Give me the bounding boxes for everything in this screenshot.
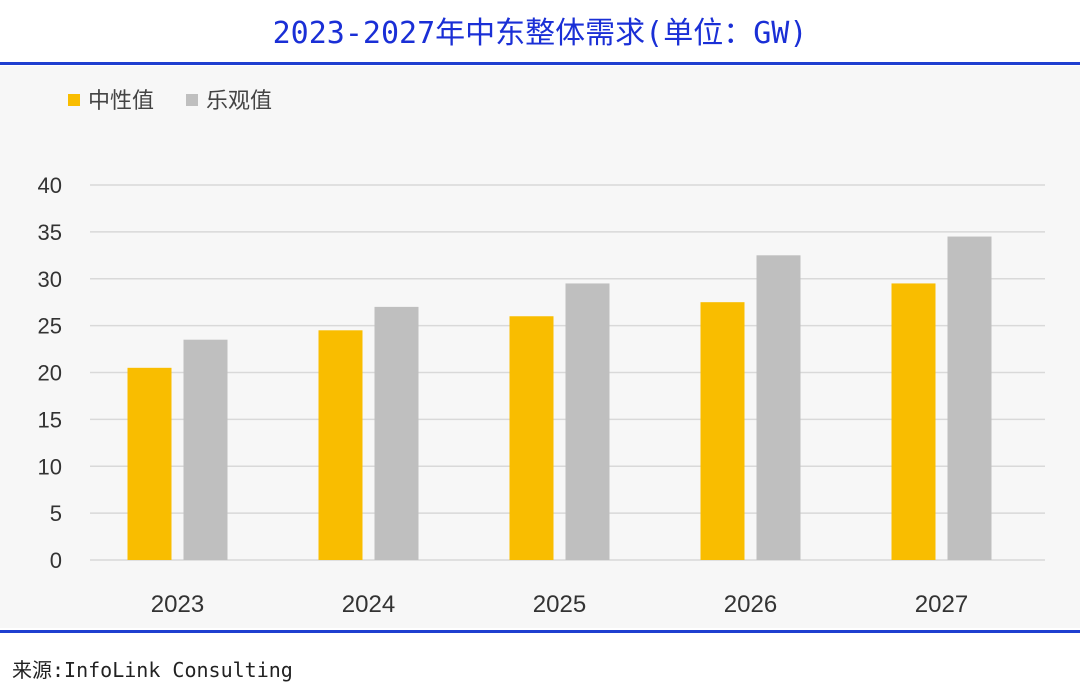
bar-optimistic	[756, 255, 801, 560]
x-tick-label: 2026	[724, 591, 777, 618]
bar-neutral	[700, 302, 745, 560]
bar-optimistic	[183, 339, 228, 560]
bar-optimistic	[947, 236, 992, 560]
bar-optimistic	[565, 283, 610, 560]
legend-label: 中性值	[88, 89, 154, 114]
bars	[127, 236, 992, 560]
y-tick-label: 25	[38, 314, 62, 339]
x-tick-label: 2027	[915, 591, 968, 618]
bar-neutral	[318, 330, 363, 560]
bar-neutral	[509, 316, 554, 560]
y-tick-label: 0	[50, 548, 62, 573]
y-tick-label: 20	[38, 361, 62, 386]
legend-label: 乐观值	[206, 89, 272, 114]
bar-neutral	[891, 283, 936, 560]
y-axis: 0 5 10 15 20 25 30 35 40	[38, 173, 62, 573]
x-tick-label: 2025	[533, 591, 586, 618]
y-tick-label: 10	[38, 454, 62, 479]
legend-swatch	[186, 94, 198, 106]
legend: 中性值 乐观值	[68, 89, 272, 114]
y-tick-label: 15	[38, 407, 62, 432]
bar-optimistic	[374, 306, 419, 560]
bar-neutral	[127, 367, 172, 560]
y-tick-label: 30	[38, 267, 62, 292]
y-tick-label: 5	[50, 501, 62, 526]
y-tick-label: 35	[38, 220, 62, 245]
source-note: 来源:InfoLink Consulting	[12, 658, 293, 682]
chart-title: 2023-2027年中东整体需求(单位：GW)	[272, 16, 808, 51]
title-underline	[0, 62, 1080, 65]
x-tick-label: 2024	[342, 591, 395, 618]
bottom-rule	[0, 630, 1080, 633]
y-tick-label: 40	[38, 173, 62, 198]
legend-swatch	[68, 94, 80, 106]
x-tick-label: 2023	[151, 591, 204, 618]
x-axis: 2023 2024 2025 2026 2027	[151, 591, 968, 618]
